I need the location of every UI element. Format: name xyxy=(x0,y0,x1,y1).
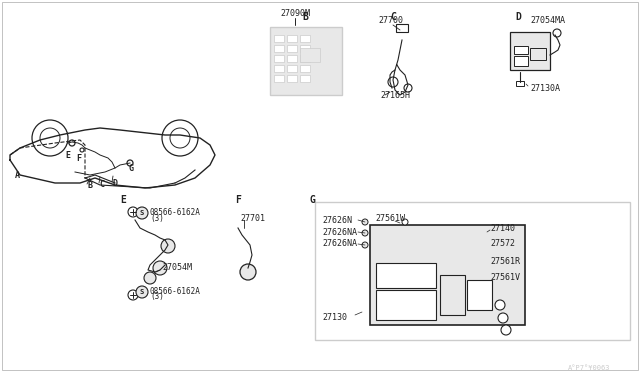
Text: A°P7°¥0063: A°P7°¥0063 xyxy=(568,365,611,371)
Bar xyxy=(376,263,436,288)
Text: S: S xyxy=(140,210,144,216)
Text: 27700: 27700 xyxy=(378,16,403,25)
Text: D: D xyxy=(515,12,521,22)
Text: 08566-6162A: 08566-6162A xyxy=(150,208,201,217)
Bar xyxy=(300,65,310,72)
Bar xyxy=(287,55,297,62)
Text: (3): (3) xyxy=(150,214,164,222)
Circle shape xyxy=(161,239,175,253)
Text: 27626NA: 27626NA xyxy=(322,240,357,248)
Bar xyxy=(274,75,284,82)
Text: E: E xyxy=(65,151,70,160)
Text: 27626N: 27626N xyxy=(322,215,352,224)
Circle shape xyxy=(240,264,256,280)
Bar xyxy=(300,45,310,52)
Text: 08566-6162A: 08566-6162A xyxy=(150,286,201,295)
Circle shape xyxy=(80,148,84,152)
Circle shape xyxy=(402,219,408,225)
Bar xyxy=(510,32,550,70)
Bar xyxy=(287,35,297,42)
Bar xyxy=(274,45,284,52)
Text: A: A xyxy=(15,170,20,180)
Bar xyxy=(300,35,310,42)
Bar xyxy=(300,48,320,62)
Circle shape xyxy=(553,29,561,37)
Text: C: C xyxy=(390,12,396,22)
Text: D: D xyxy=(112,179,117,187)
Bar xyxy=(467,280,492,310)
Text: B: B xyxy=(302,12,308,22)
Circle shape xyxy=(362,219,368,225)
Text: F: F xyxy=(235,195,241,205)
Bar xyxy=(514,46,528,54)
Text: G: G xyxy=(310,195,316,205)
Circle shape xyxy=(388,77,398,87)
Text: 27130A: 27130A xyxy=(530,83,560,93)
Bar xyxy=(274,35,284,42)
Bar xyxy=(274,55,284,62)
Circle shape xyxy=(136,207,148,219)
Circle shape xyxy=(362,230,368,236)
Bar xyxy=(287,75,297,82)
Circle shape xyxy=(128,207,138,217)
Text: C: C xyxy=(99,180,104,189)
Circle shape xyxy=(498,313,508,323)
Text: S: S xyxy=(140,289,144,295)
Bar xyxy=(376,290,436,320)
Bar xyxy=(315,202,630,340)
Text: B: B xyxy=(87,180,92,189)
Text: 27165H: 27165H xyxy=(380,90,410,99)
Circle shape xyxy=(144,272,156,284)
Bar xyxy=(370,225,525,325)
Circle shape xyxy=(404,84,412,92)
Text: G: G xyxy=(128,164,133,173)
Circle shape xyxy=(501,325,511,335)
Bar xyxy=(516,81,524,86)
Text: 27054MA: 27054MA xyxy=(530,16,565,25)
Circle shape xyxy=(136,286,148,298)
Bar xyxy=(396,24,408,32)
Text: 27561R: 27561R xyxy=(490,257,520,266)
Text: 27561W: 27561W xyxy=(375,214,405,222)
Bar xyxy=(300,55,310,62)
Bar xyxy=(300,75,310,82)
Text: 27561V: 27561V xyxy=(490,273,520,282)
Circle shape xyxy=(69,140,75,146)
Text: F: F xyxy=(76,154,81,163)
Text: E: E xyxy=(120,195,126,205)
Text: 27054M: 27054M xyxy=(162,263,192,273)
Text: 27701: 27701 xyxy=(240,214,265,222)
Text: 27130: 27130 xyxy=(322,314,347,323)
Text: (3): (3) xyxy=(150,292,164,301)
Bar xyxy=(440,275,465,315)
Circle shape xyxy=(128,290,138,300)
Circle shape xyxy=(362,242,368,248)
Text: 27572: 27572 xyxy=(490,240,515,248)
Bar xyxy=(514,56,528,66)
Bar xyxy=(287,45,297,52)
Text: 27626NA: 27626NA xyxy=(322,228,357,237)
Bar xyxy=(274,65,284,72)
Text: 27090M: 27090M xyxy=(280,9,310,17)
Circle shape xyxy=(127,160,133,166)
Bar xyxy=(287,65,297,72)
Circle shape xyxy=(153,261,167,275)
Circle shape xyxy=(495,300,505,310)
Bar xyxy=(530,48,546,60)
Text: 27140: 27140 xyxy=(490,224,515,232)
Bar xyxy=(270,27,342,95)
